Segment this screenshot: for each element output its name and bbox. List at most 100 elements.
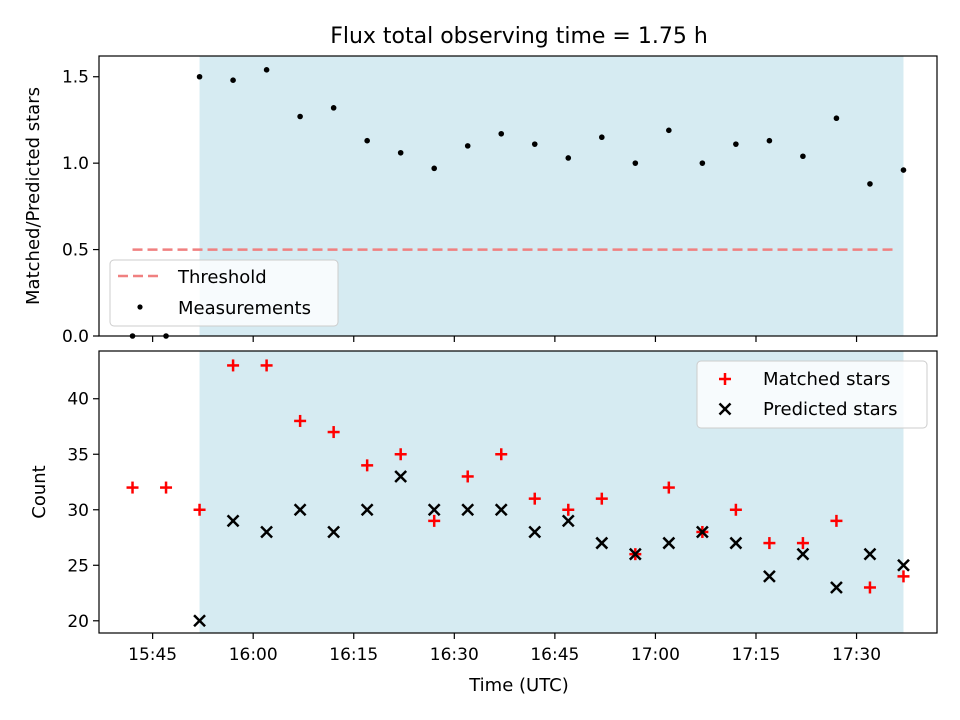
predicted-star-point <box>897 558 910 572</box>
x-tick-label: 16:15 <box>329 645 378 665</box>
matched-star-point <box>863 581 876 594</box>
matched-star-point <box>428 514 441 527</box>
measurement-point <box>230 77 236 83</box>
predicted-star-point <box>327 525 341 539</box>
predicted-star-point <box>695 525 709 539</box>
x-tick-label: 17:30 <box>832 645 881 665</box>
measurement-point <box>364 137 370 144</box>
chart-title: Flux total observing time = 1.75 h <box>330 24 708 49</box>
top-legend-box <box>109 259 339 327</box>
predicted-star-point <box>830 581 843 594</box>
bottom-axes-frame <box>98 350 938 634</box>
measurement-point <box>766 137 773 144</box>
matched-star-point <box>160 481 173 494</box>
measurement-point <box>531 141 538 147</box>
predicted-star-point <box>863 547 877 561</box>
legend-matched-label: Matched stars <box>763 369 890 390</box>
x-tick-label: 17:00 <box>631 645 680 665</box>
y-tick-label: 20 <box>67 612 89 632</box>
matched-star-point <box>394 448 407 461</box>
predicted-stars-series <box>193 470 910 628</box>
matched-star-point <box>528 492 541 505</box>
bottom-legend-box <box>696 360 928 429</box>
predicted-star-point <box>595 536 609 550</box>
matched-star-point <box>361 459 374 472</box>
legend-matched-swatch <box>719 373 731 385</box>
matched-star-point <box>495 448 508 461</box>
predicted-star-point <box>763 569 776 583</box>
top-measurements <box>129 67 907 339</box>
measurement-point <box>666 127 672 134</box>
measurement-point <box>263 67 270 73</box>
matched-star-point <box>294 414 307 427</box>
matched-star-point <box>662 481 675 494</box>
predicted-star-point <box>628 547 642 561</box>
predicted-swatch-marker <box>718 402 732 416</box>
predicted-star-point <box>193 614 206 628</box>
measurement-point <box>867 181 873 187</box>
predicted-star-point <box>394 470 408 483</box>
y-tick-label: 1.0 <box>62 154 89 174</box>
bottom-panel: 20 25 30 35 40 15:45 16:00 16:15 16:30 16:45 17:0… <box>29 350 938 696</box>
predicted-star-point <box>461 503 475 517</box>
y-tick-label: 40 <box>67 390 89 410</box>
x-tick-label: 17:15 <box>731 645 780 665</box>
top-y-axis-ticks: 0.0 0.5 1.0 1.5 <box>62 68 99 347</box>
x-tick-label: 16:00 <box>229 645 278 665</box>
predicted-star-point <box>293 503 307 517</box>
matched-swatch-marker <box>719 373 731 385</box>
bottom-y-axis-label: Count <box>29 465 50 518</box>
matched-star-point <box>897 570 910 583</box>
top-panel: 0.0 0.5 1.0 1.5 Matched/Predicted stars Thr… <box>23 55 938 347</box>
legend-measurements-swatch <box>137 304 143 310</box>
y-tick-label: 1.5 <box>62 68 89 88</box>
predicted-star-point <box>528 525 542 539</box>
measurement-point <box>196 73 203 80</box>
y-tick-label: 35 <box>67 445 89 465</box>
predicted-star-point <box>427 503 441 517</box>
legend-predicted-label: Predicted stars <box>763 399 897 420</box>
measurement-point <box>833 115 840 122</box>
measurement-point <box>632 160 639 166</box>
measurement-point <box>330 105 337 111</box>
measurement-point <box>565 155 572 161</box>
matched-star-point <box>595 492 608 505</box>
matched-star-point <box>227 359 240 372</box>
legend-measurements-label: Measurements <box>178 298 311 319</box>
measurement-point <box>431 165 438 172</box>
matched-star-point <box>729 503 742 516</box>
y-tick-label: 0.5 <box>62 241 89 261</box>
legend-predicted-swatch <box>718 402 732 416</box>
measurement-point <box>599 134 605 141</box>
matched-star-point <box>763 537 776 550</box>
measurement-point <box>464 143 471 149</box>
measurement-point <box>498 130 505 137</box>
measurement-point <box>800 153 806 160</box>
y-tick-label: 25 <box>67 556 89 576</box>
matched-star-point <box>461 470 474 483</box>
matched-star-point <box>260 359 273 372</box>
bottom-x-axis-ticks: 15:45 16:00 16:15 16:30 16:45 17:00 17:15 17:30 <box>128 633 881 665</box>
y-tick-label: 0.0 <box>62 327 89 347</box>
predicted-star-point <box>729 536 743 550</box>
matched-star-point <box>327 426 340 439</box>
x-axis-label: Time (UTC) <box>468 675 569 696</box>
matched-stars-series <box>126 359 910 594</box>
measurement-point <box>733 141 739 147</box>
x-tick-label: 16:45 <box>530 645 579 665</box>
predicted-star-point <box>260 525 273 539</box>
matched-star-point <box>193 503 206 516</box>
measurement-point <box>397 149 404 156</box>
bottom-legend: Matched stars Predicted stars <box>696 360 928 429</box>
predicted-star-point <box>360 503 374 517</box>
legend-threshold-label: Threshold <box>177 267 267 288</box>
top-legend: Threshold Measurements <box>109 259 339 327</box>
predicted-star-point <box>662 536 676 550</box>
matched-star-point <box>562 503 575 516</box>
matched-star-point <box>796 537 809 550</box>
predicted-star-point <box>226 514 240 528</box>
matched-star-point <box>830 514 843 527</box>
predicted-star-point <box>494 503 508 517</box>
predicted-star-point <box>796 547 810 561</box>
